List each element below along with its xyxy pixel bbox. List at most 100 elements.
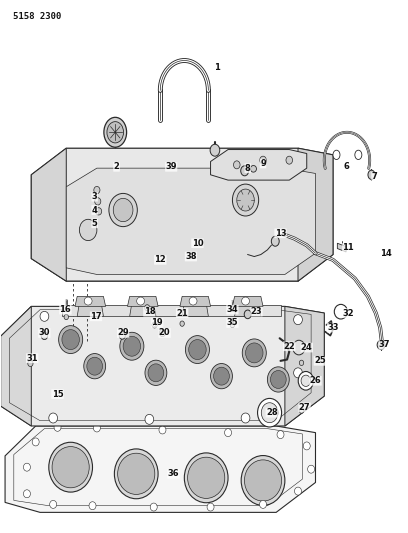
Ellipse shape — [334, 304, 347, 319]
Ellipse shape — [180, 321, 184, 326]
Ellipse shape — [301, 375, 310, 386]
Ellipse shape — [185, 336, 209, 364]
Polygon shape — [182, 303, 208, 317]
Polygon shape — [298, 148, 333, 281]
Ellipse shape — [145, 360, 167, 385]
Ellipse shape — [261, 403, 278, 423]
Ellipse shape — [54, 423, 61, 431]
Ellipse shape — [241, 166, 248, 176]
Ellipse shape — [241, 413, 250, 423]
Text: 15: 15 — [52, 390, 63, 399]
Ellipse shape — [214, 367, 229, 385]
Polygon shape — [62, 305, 281, 317]
Text: 35: 35 — [226, 319, 238, 327]
Ellipse shape — [210, 144, 220, 156]
Text: 17: 17 — [90, 312, 102, 321]
Ellipse shape — [294, 368, 302, 378]
Polygon shape — [233, 296, 263, 306]
Text: 26: 26 — [310, 376, 322, 385]
Text: 37: 37 — [379, 341, 390, 350]
Ellipse shape — [293, 340, 305, 355]
Text: 1: 1 — [214, 63, 220, 71]
Ellipse shape — [241, 305, 250, 314]
Text: 12: 12 — [154, 255, 166, 264]
Text: 5: 5 — [92, 219, 98, 228]
Text: 24: 24 — [301, 343, 313, 352]
Ellipse shape — [189, 297, 197, 305]
Text: 5158 2300: 5158 2300 — [13, 12, 61, 21]
Text: 27: 27 — [299, 403, 310, 412]
Ellipse shape — [303, 442, 310, 450]
Ellipse shape — [23, 490, 31, 498]
Text: 6: 6 — [343, 163, 349, 171]
Ellipse shape — [207, 503, 214, 511]
Polygon shape — [1, 306, 324, 426]
Ellipse shape — [84, 353, 106, 379]
Ellipse shape — [52, 447, 89, 488]
Ellipse shape — [333, 150, 340, 159]
Text: 3: 3 — [92, 192, 98, 201]
Ellipse shape — [308, 465, 315, 473]
Text: 8: 8 — [245, 164, 251, 173]
Polygon shape — [75, 296, 106, 306]
Polygon shape — [1, 306, 31, 426]
Polygon shape — [31, 148, 66, 281]
Text: 39: 39 — [166, 163, 177, 171]
Polygon shape — [77, 303, 104, 317]
Ellipse shape — [259, 500, 266, 508]
Ellipse shape — [257, 398, 282, 427]
Ellipse shape — [104, 117, 126, 147]
Ellipse shape — [244, 310, 251, 319]
Ellipse shape — [160, 329, 166, 337]
Ellipse shape — [267, 367, 289, 392]
Ellipse shape — [152, 322, 157, 328]
Ellipse shape — [242, 297, 249, 305]
Ellipse shape — [242, 339, 266, 367]
Ellipse shape — [64, 314, 69, 320]
Ellipse shape — [120, 332, 144, 360]
Text: 31: 31 — [27, 354, 38, 362]
Text: 29: 29 — [118, 328, 129, 337]
Ellipse shape — [49, 413, 58, 423]
Text: 30: 30 — [39, 328, 50, 337]
Text: 38: 38 — [185, 252, 197, 261]
Polygon shape — [5, 426, 315, 512]
Ellipse shape — [241, 456, 285, 505]
Ellipse shape — [368, 170, 375, 180]
Polygon shape — [235, 303, 261, 317]
Ellipse shape — [295, 487, 302, 495]
Ellipse shape — [298, 372, 313, 390]
Ellipse shape — [109, 193, 137, 227]
Ellipse shape — [107, 122, 124, 143]
Ellipse shape — [137, 297, 144, 305]
Text: 23: 23 — [251, 307, 262, 316]
Text: 33: 33 — [327, 323, 339, 332]
Text: 19: 19 — [151, 319, 163, 327]
Text: 22: 22 — [284, 342, 295, 351]
Ellipse shape — [150, 503, 157, 511]
Ellipse shape — [28, 360, 33, 367]
Ellipse shape — [118, 453, 155, 495]
Text: 16: 16 — [60, 305, 71, 314]
Ellipse shape — [377, 340, 385, 350]
Ellipse shape — [286, 156, 293, 164]
Ellipse shape — [49, 442, 93, 492]
Ellipse shape — [184, 453, 228, 503]
Text: 25: 25 — [314, 357, 326, 365]
Ellipse shape — [80, 219, 97, 240]
Ellipse shape — [260, 156, 266, 164]
Text: 4: 4 — [92, 206, 98, 214]
Ellipse shape — [40, 311, 49, 321]
Polygon shape — [211, 150, 307, 180]
Ellipse shape — [271, 370, 286, 389]
Ellipse shape — [299, 408, 304, 414]
Text: 10: 10 — [192, 239, 203, 248]
Ellipse shape — [95, 208, 102, 215]
Ellipse shape — [62, 329, 80, 350]
Polygon shape — [285, 306, 324, 426]
Ellipse shape — [277, 431, 284, 439]
Ellipse shape — [50, 500, 57, 508]
Text: 18: 18 — [144, 307, 155, 316]
Text: 14: 14 — [379, 249, 391, 258]
Text: 9: 9 — [260, 159, 266, 168]
